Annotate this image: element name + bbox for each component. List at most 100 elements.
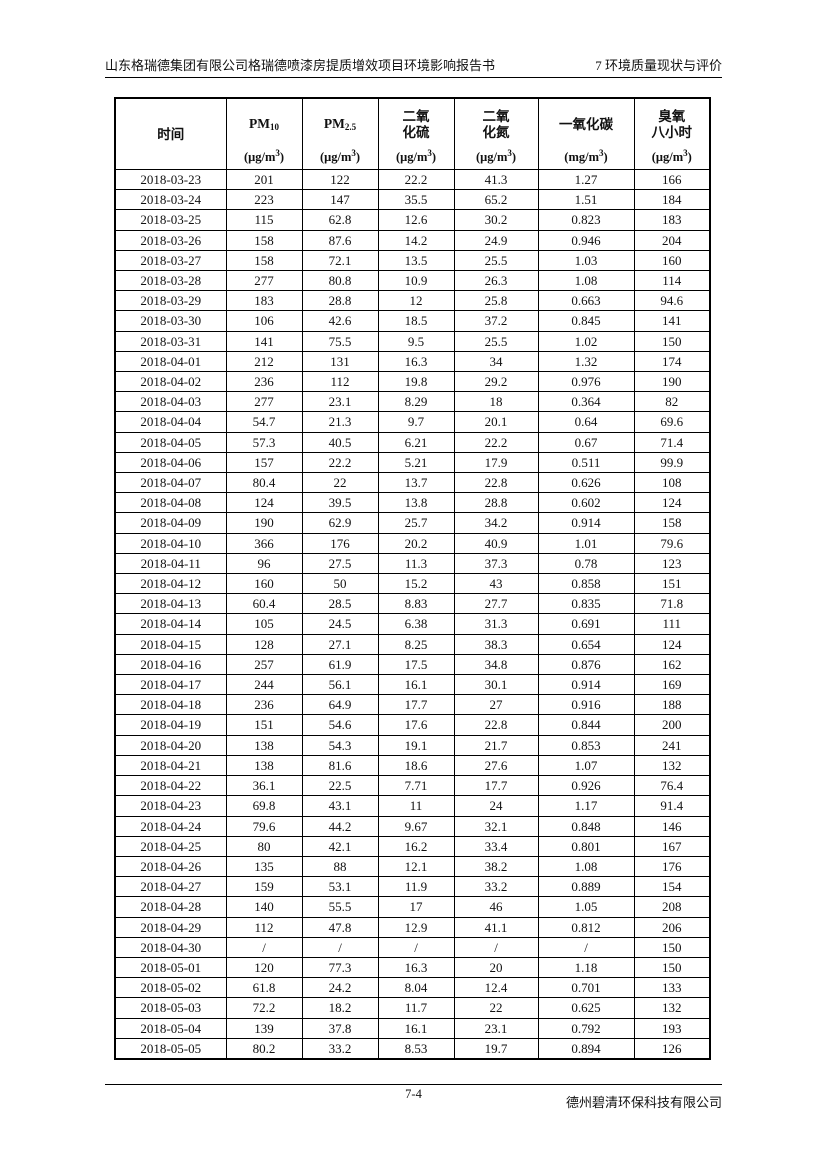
table-cell: 15.2	[377, 573, 455, 595]
table-cell: 176	[301, 532, 379, 554]
table-row: 2018-04-15 128 27.1 8.25 38.3 0.654 124	[114, 633, 711, 655]
table-cell: 366	[225, 532, 303, 554]
table-cell: 124	[633, 492, 711, 514]
table-cell: 2018-03-31	[114, 330, 227, 352]
table-cell: 21.3	[301, 411, 379, 433]
table-cell: 72.2	[225, 997, 303, 1019]
table-cell: 17.6	[377, 714, 455, 736]
column-header: 二氧 化氮 (μg/m3)	[453, 97, 539, 170]
table-row: 2018-04-10 366 176 20.2 40.9 1.01 79.6	[114, 532, 711, 554]
footer-divider	[105, 1084, 722, 1085]
column-header: PM2.5 (μg/m3)	[301, 97, 379, 170]
table-row: 2018-04-28 140 55.5 17 46 1.05 208	[114, 896, 711, 918]
table-cell: 2018-04-19	[114, 714, 227, 736]
table-cell: 159	[225, 876, 303, 898]
table-cell: 27.1	[301, 633, 379, 655]
table-cell: 2018-05-05	[114, 1037, 227, 1060]
table-cell: 24.2	[301, 977, 379, 999]
table-header: 时间 PM10 (μg/m3) PM2.5 (μg/m3) 二氧 化硫 (μg/m3) 二氧 化氮…	[114, 97, 711, 170]
table-cell: 34.8	[453, 653, 539, 676]
table-cell: 2018-03-29	[114, 290, 227, 312]
table-cell: 2018-04-09	[114, 512, 227, 534]
table-cell: 99.9	[633, 451, 711, 474]
table-cell: 36.1	[225, 775, 303, 797]
table-cell: 1.02	[537, 330, 635, 352]
column-header: 二氧 化硫 (μg/m3)	[377, 97, 455, 170]
table-cell: 157	[225, 451, 303, 474]
table-cell: 9.67	[377, 815, 455, 837]
table-cell: 46	[453, 896, 539, 918]
table-cell: 94.6	[633, 290, 711, 312]
table-cell: 0.914	[537, 674, 635, 696]
table-cell: 65.2	[453, 189, 539, 211]
table-row: 2018-03-26 158 87.6 14.2 24.9 0.946 204	[114, 229, 711, 251]
table-row: 2018-04-24 79.6 44.2 9.67 32.1 0.848 146	[114, 815, 711, 837]
table-row: 2018-04-22 36.1 22.5 7.71 17.7 0.926 76.4	[114, 775, 711, 797]
table-row: 2018-04-16 257 61.9 17.5 34.8 0.876 162	[114, 653, 711, 676]
table-cell: 2018-05-02	[114, 977, 227, 999]
table-cell: 0.701	[537, 977, 635, 999]
table-cell: 40.9	[453, 532, 539, 554]
table-cell: 28.8	[453, 492, 539, 514]
table-cell: 57.3	[225, 431, 303, 453]
table-row: 2018-04-23 69.8 43.1 11 24 1.17 91.4	[114, 795, 711, 817]
table-cell: 40.5	[301, 431, 379, 453]
table-cell: 133	[633, 977, 711, 999]
table-cell: 16.3	[377, 956, 455, 979]
table-cell: 11.9	[377, 876, 455, 898]
table-cell: 30.1	[453, 674, 539, 696]
table-row: 2018-04-07 80.4 22 13.7 22.8 0.626 108	[114, 472, 711, 494]
table-cell: 79.6	[633, 532, 711, 554]
table-cell: 115	[225, 209, 303, 231]
table-cell: /	[453, 936, 539, 958]
table-cell: 0.916	[537, 694, 635, 716]
table-cell: 38.3	[453, 633, 539, 655]
table-cell: 17.5	[377, 653, 455, 676]
table-cell: 1.18	[537, 956, 635, 979]
table-cell: 147	[301, 189, 379, 211]
table-cell: 236	[225, 371, 303, 393]
table-cell: 106	[225, 310, 303, 332]
table-cell: 11	[377, 795, 455, 817]
table-row: 2018-04-02 236 112 19.8 29.2 0.976 190	[114, 371, 711, 393]
table-row: 2018-04-27 159 53.1 11.9 33.2 0.889 154	[114, 876, 711, 898]
table-row: 2018-04-08 124 39.5 13.8 28.8 0.602 124	[114, 492, 711, 514]
table-cell: /	[377, 936, 455, 958]
table-cell: 7.71	[377, 775, 455, 797]
table-cell: 146	[633, 815, 711, 837]
table-cell: 43.1	[301, 795, 379, 817]
column-header: 一氧化碳 (mg/m3)	[537, 97, 635, 170]
table-cell: 19.8	[377, 371, 455, 393]
table-cell: 160	[225, 573, 303, 595]
table-cell: 80.4	[225, 472, 303, 494]
table-cell: 42.1	[301, 835, 379, 857]
table-cell: 174	[633, 350, 711, 373]
table-cell: 0.364	[537, 391, 635, 413]
table-cell: 2018-05-04	[114, 1017, 227, 1039]
table-cell: 0.858	[537, 573, 635, 595]
table-cell: 128	[225, 633, 303, 655]
table-cell: 183	[633, 209, 711, 231]
table-cell: 21.7	[453, 734, 539, 756]
table-cell: 167	[633, 835, 711, 857]
table-cell: 0.691	[537, 613, 635, 635]
table-cell: 16.1	[377, 1017, 455, 1039]
table-cell: 91.4	[633, 795, 711, 817]
table-cell: 2018-03-24	[114, 189, 227, 211]
table-row: 2018-04-01 212 131 16.3 34 1.32 174	[114, 350, 711, 373]
table-cell: 24.5	[301, 613, 379, 635]
table-cell: 6.38	[377, 613, 455, 635]
table-cell: 135	[225, 855, 303, 878]
table-cell: 223	[225, 189, 303, 211]
table-cell: 0.889	[537, 876, 635, 898]
table-cell: 139	[225, 1017, 303, 1039]
table-row: 2018-03-31 141 75.5 9.5 25.5 1.02 150	[114, 330, 711, 352]
table-cell: 0.64	[537, 411, 635, 433]
table-cell: 13.7	[377, 472, 455, 494]
table-cell: 72.1	[301, 249, 379, 272]
table-cell: 34	[453, 350, 539, 373]
table-row: 2018-03-24 223 147 35.5 65.2 1.51 184	[114, 189, 711, 211]
table-cell: 160	[633, 249, 711, 272]
column-header: 时间	[114, 97, 227, 170]
table-cell: 16.2	[377, 835, 455, 857]
